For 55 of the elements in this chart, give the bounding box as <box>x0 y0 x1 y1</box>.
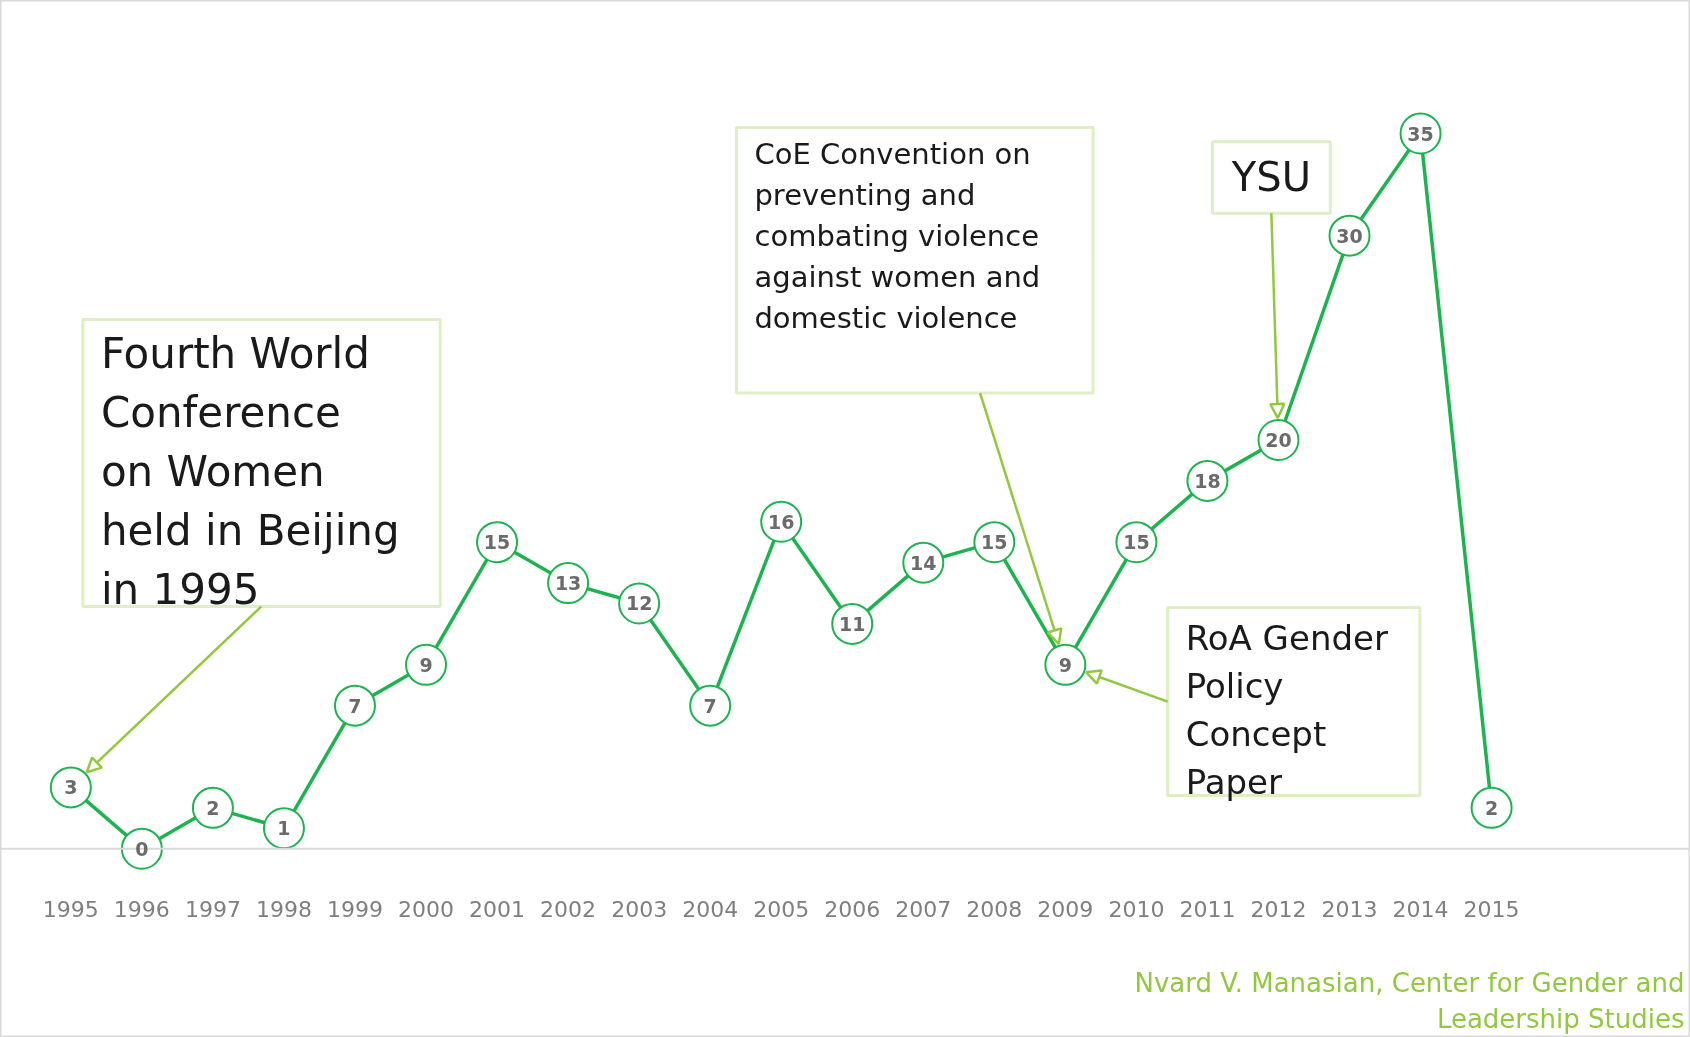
data-label: 7 <box>348 694 362 717</box>
x-tick-label: 2008 <box>966 897 1023 923</box>
x-tick-label: 2004 <box>682 897 739 923</box>
point <box>262 807 305 850</box>
x-tick-label: 2015 <box>1463 897 1520 923</box>
point <box>1470 786 1513 829</box>
x-tick-label: 2011 <box>1179 897 1236 923</box>
x-tick-label: 2007 <box>895 897 952 923</box>
data-label: 30 <box>1336 224 1363 247</box>
point <box>1044 643 1087 686</box>
x-tick-label: 2013 <box>1321 897 1378 923</box>
annotation: RoA Gender Policy Concept Paper <box>1185 617 1388 802</box>
x-tick-label: 1997 <box>184 897 241 923</box>
data-label: 3 <box>64 776 78 799</box>
data-label: 18 <box>1194 469 1221 492</box>
x-tick-label: 2005 <box>753 897 810 923</box>
data-label: 0 <box>135 837 149 860</box>
point <box>49 766 92 809</box>
data-label: 16 <box>767 510 795 533</box>
data-label: 13 <box>554 572 582 595</box>
x-tick-label: 2000 <box>398 897 455 923</box>
point <box>191 786 234 829</box>
x-tick-label: 1996 <box>113 897 170 923</box>
data-label: 11 <box>839 612 866 635</box>
data-label: 20 <box>1265 429 1292 452</box>
x-tick-label: 2012 <box>1250 897 1307 923</box>
data-label: 2 <box>1484 796 1499 819</box>
point <box>405 643 448 686</box>
x-tick-label: 2009 <box>1037 897 1094 923</box>
data-label: 2 <box>206 796 220 819</box>
x-tick-label: 2003 <box>611 897 668 923</box>
x-tick-label: 2014 <box>1392 897 1449 923</box>
data-label: 7 <box>703 694 717 717</box>
data-label: 9 <box>1058 653 1072 676</box>
x-tick-label: 2002 <box>540 897 597 923</box>
data-label: 15 <box>1123 531 1150 554</box>
point <box>333 684 376 727</box>
x-tick-label: 2006 <box>824 897 881 923</box>
data-label: 12 <box>625 592 653 615</box>
x-tick-label: 1995 <box>42 897 99 923</box>
point <box>689 684 732 727</box>
x-tick-label: 1999 <box>326 897 383 923</box>
annotation: CoE Convention on preventing and combating violence against women and domestic violence <box>754 137 1041 335</box>
data-label: 15 <box>483 531 511 554</box>
x-tick-label: 2001 <box>469 897 526 923</box>
annotation: YSU <box>1230 154 1311 201</box>
x-tick-label: 2010 <box>1108 897 1165 923</box>
data-label: 9 <box>419 653 433 676</box>
x-tick-label: 1998 <box>255 897 312 923</box>
annotation: Fourth World Conference on Women held in Beijing in 1995 <box>100 329 400 614</box>
data-label: 1 <box>277 817 291 840</box>
data-label: 14 <box>910 551 937 574</box>
text: Nvard V. Manasian, Center for Gender and Leadership Studies <box>1134 967 1685 1034</box>
data-label: 15 <box>981 531 1008 554</box>
data-label: 35 <box>1407 122 1434 145</box>
